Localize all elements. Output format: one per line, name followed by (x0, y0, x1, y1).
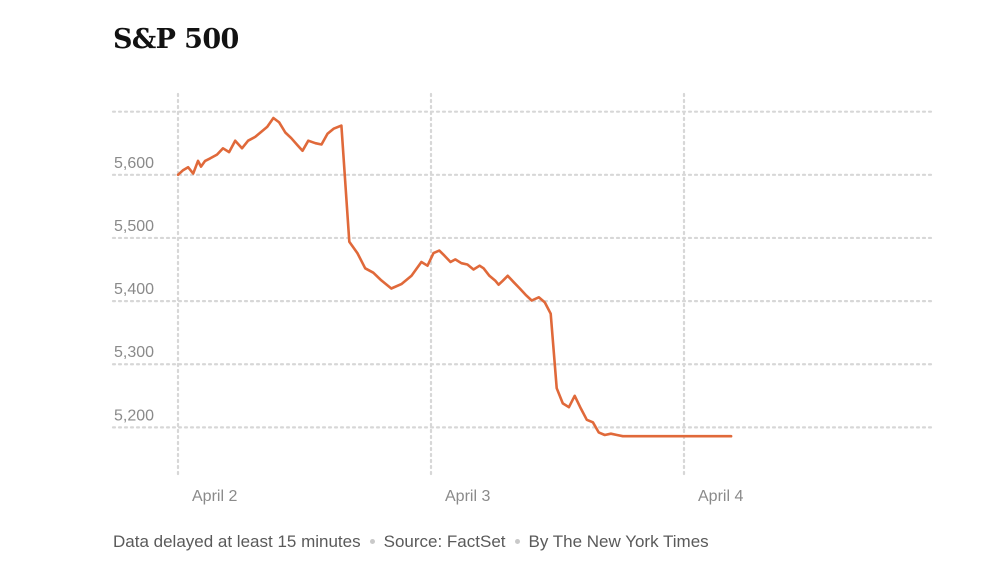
y-tick-label: 5,500 (114, 218, 154, 235)
separator-dot (369, 539, 375, 545)
y-gridlines (111, 110, 937, 429)
y-tick-label: 5,200 (114, 407, 154, 424)
x-tick-label: April 4 (698, 488, 743, 505)
source-note: Source: FactSet (383, 532, 506, 551)
byline: By The New York Times (528, 532, 709, 551)
x-axis-labels: April 2 April 3 April 4 (192, 488, 743, 505)
separator-dot (514, 539, 520, 545)
x-tick-label: April 3 (445, 488, 490, 505)
y-tick-label: 5,400 (114, 281, 154, 298)
x-gridlines (176, 92, 686, 478)
series-line (176, 116, 733, 438)
delay-note: Data delayed at least 15 minutes (113, 532, 361, 551)
chart: 5,200 5,300 5,400 5,500 5,600 April 2 April 3… (111, 92, 937, 505)
chart-title: S&P 500 (113, 24, 239, 55)
y-tick-label: 5,600 (114, 155, 154, 172)
x-tick-label: April 2 (192, 488, 237, 505)
series-group (176, 116, 733, 438)
y-tick-label: 5,300 (114, 344, 154, 361)
footer: Data delayed at least 15 minutes Source: … (113, 532, 709, 552)
y-axis-labels: 5,200 5,300 5,400 5,500 5,600 (114, 155, 154, 425)
